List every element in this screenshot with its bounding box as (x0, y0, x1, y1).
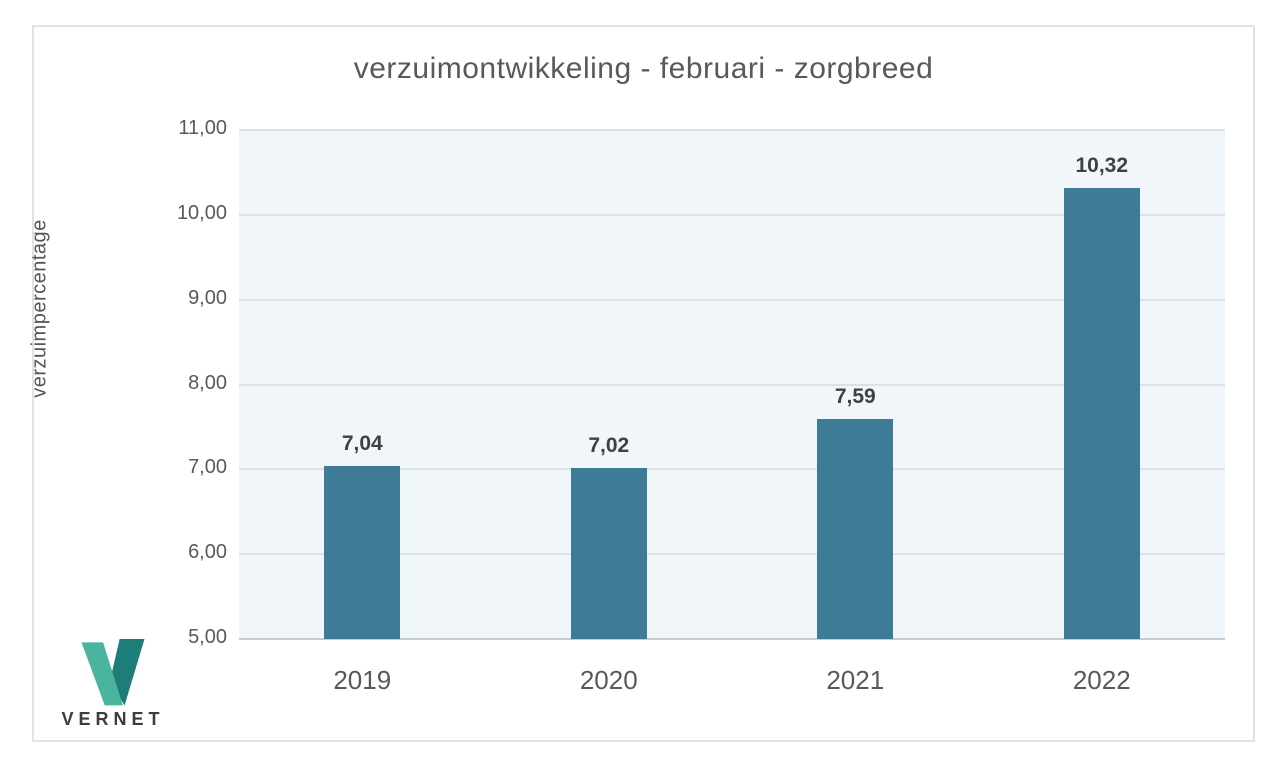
vernet-logo: VERNET (48, 639, 178, 730)
y-tick-label: 8,00 (188, 371, 227, 394)
gridline-7,00 (239, 468, 1225, 471)
bar-2019 (324, 465, 401, 639)
bar-2020 (570, 467, 647, 639)
x-tick-label-2020: 2020 (579, 665, 638, 695)
gridline-8,00 (239, 383, 1225, 386)
bar-value-label-2022: 10,32 (1075, 153, 1129, 177)
vernet-v-icon (81, 639, 145, 706)
chart-card: verzuimontwikkeling - februari - zorgbre… (29, 25, 1255, 742)
chart-title: verzuimontwikkeling - februari - zorgbre… (353, 52, 934, 85)
gridline-10,00 (239, 213, 1225, 216)
y-tick-label: 7,00 (188, 456, 227, 479)
y-tick-label: 9,00 (188, 286, 227, 309)
x-tick-label-2019: 2019 (333, 665, 392, 695)
bar-value-label-2020: 7,02 (588, 433, 630, 457)
vernet-logo-text: VERNET (61, 709, 165, 729)
y-axis-title-wrap: verzuimpercentage (20, 219, 240, 517)
gridline-5,00 (239, 638, 1225, 640)
x-tick-label-2022: 2022 (1072, 665, 1131, 695)
bar-2022 (1063, 187, 1140, 639)
gridline-9,00 (239, 298, 1225, 301)
x-tick-label-2021: 2021 (826, 665, 885, 695)
y-tick-label: 6,00 (188, 541, 227, 564)
gridline-11,00 (239, 129, 1225, 131)
y-tick-label: 5,00 (188, 626, 227, 648)
y-tick-label: 10,00 (176, 201, 227, 224)
gridline-6,00 (239, 553, 1225, 556)
bar-2021 (817, 419, 894, 639)
y-axis-title: verzuimpercentage (28, 219, 51, 398)
bar-value-label-2019: 7,04 (341, 431, 383, 455)
bar-value-label-2021: 7,59 (834, 385, 876, 409)
y-tick-label: 11,00 (178, 117, 227, 139)
